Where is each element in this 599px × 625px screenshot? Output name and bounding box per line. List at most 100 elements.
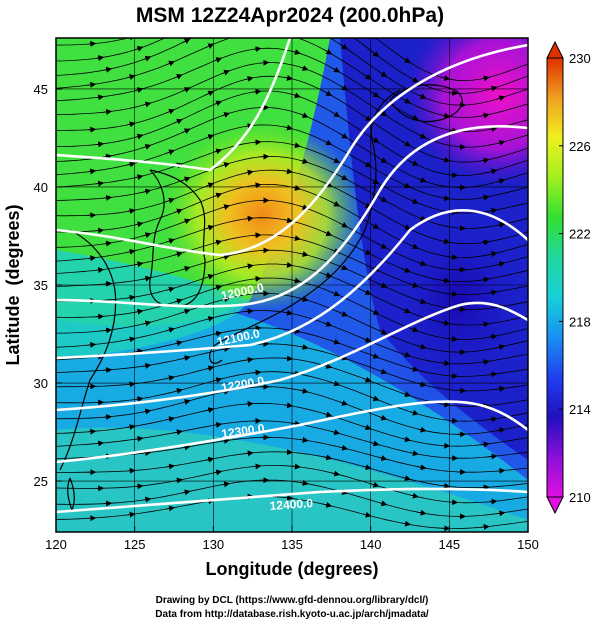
streamline-arrow: [299, 296, 309, 302]
streamline-arrow: [480, 524, 490, 530]
y-tick-label: 35: [34, 278, 48, 293]
streamline-arrow: [401, 57, 411, 64]
streamline-arrow: [370, 50, 380, 58]
streamline-arrow: [323, 230, 333, 236]
chart-title: MSM 12Z24Apr2024 (200.0hPa): [136, 4, 444, 27]
streamline-arrow: [362, 249, 372, 255]
streamline-arrow: [401, 182, 411, 188]
streamline-arrow: [173, 477, 183, 484]
streamline-arrow: [331, 200, 341, 207]
streamline-arrow: [181, 266, 191, 272]
streamline-arrow: [95, 141, 105, 148]
streamline-arrow: [284, 168, 293, 175]
streamline-arrow: [95, 180, 105, 187]
streamline-arrow: [323, 48, 333, 55]
streamline: [56, 436, 528, 473]
streamline-arrow: [409, 282, 419, 288]
streamline-arrow: [409, 326, 419, 333]
streamline-arrow: [252, 463, 262, 470]
streamline-arrow: [221, 296, 231, 303]
streamline-arrow: [417, 177, 427, 183]
streamline-arrow: [213, 148, 223, 155]
streamline-arrow: [488, 333, 498, 340]
streamline-arrow: [221, 254, 231, 260]
streamline: [56, 107, 528, 188]
streamline-arrow: [181, 444, 191, 451]
streamline-arrow: [260, 59, 270, 66]
streamline-arrow: [126, 381, 136, 388]
streamline-arrow: [205, 456, 215, 463]
streamline-arrow: [409, 366, 419, 372]
streamline-arrow: [252, 275, 262, 282]
streamline-arrow: [378, 70, 388, 78]
colorbar-tick-label: 214: [569, 402, 591, 417]
x-tick-label: 150: [517, 537, 539, 552]
streamline-arrow: [496, 344, 506, 351]
streamline-arrow: [417, 133, 427, 139]
streamline: [56, 200, 528, 271]
x-tick-label: 140: [360, 537, 382, 552]
magenta-core: [405, 38, 528, 185]
streamline-arrow: [95, 55, 105, 62]
streamline-arrow: [103, 66, 113, 73]
height-contour-12000: [56, 43, 528, 257]
streamline-arrow: [95, 267, 105, 274]
streamline-arrow: [409, 198, 419, 204]
streamline-arrow: [338, 84, 348, 91]
y-tick-label: 45: [34, 82, 48, 97]
streamline-arrow: [323, 411, 333, 418]
streamline-arrow: [134, 46, 144, 52]
streamline-arrow: [457, 225, 467, 232]
streamline-arrow: [205, 225, 215, 231]
streamline-arrow: [441, 156, 451, 163]
streamline-arrow: [323, 454, 333, 461]
streamline-arrow: [87, 515, 97, 522]
streamline-arrow: [378, 455, 388, 461]
streamline-arrow: [488, 371, 498, 378]
streamline-arrow: [205, 274, 215, 280]
streamline-arrow: [362, 464, 372, 471]
streamline-arrow: [87, 428, 97, 435]
streamline-arrow: [252, 46, 262, 53]
streamline-arrow: [134, 435, 144, 442]
streamline-arrow: [449, 89, 459, 96]
streamline-arrow: [142, 275, 152, 282]
streamline-arrow: [449, 291, 459, 298]
streamline-arrow: [480, 75, 490, 82]
streamline-arrow: [244, 75, 254, 82]
streamline-arrow: [103, 153, 113, 160]
streamline-arrow: [480, 157, 490, 164]
streamline-arrow: [134, 221, 144, 228]
streamline-arrow: [441, 238, 451, 245]
streamline-arrow: [339, 400, 349, 406]
streamline-arrow: [409, 76, 419, 83]
colorbar-tick-label: 210: [569, 490, 591, 505]
streamline-arrow: [401, 140, 411, 147]
colorbar-tick-label: 226: [569, 139, 591, 154]
streamline-arrow: [401, 307, 411, 314]
streamline-arrow: [323, 139, 333, 146]
streamline: [56, 479, 528, 517]
streamline-arrow: [142, 449, 152, 456]
streamline-arrow: [134, 261, 144, 268]
streamline-arrow: [480, 321, 490, 328]
streamline-arrow: [441, 401, 451, 408]
streamline-arrow: [480, 276, 490, 283]
streamline-arrow: [181, 399, 191, 405]
streamline-arrow: [284, 124, 293, 131]
streamline-arrow: [331, 157, 341, 163]
streamline-arrow: [134, 87, 144, 93]
streamline-arrow: [87, 255, 97, 262]
streamline-arrow: [213, 100, 223, 107]
streamline-arrow: [323, 272, 333, 278]
streamline-arrow: [496, 178, 506, 185]
streamline-arrow: [291, 184, 301, 191]
streamline-arrow: [244, 400, 254, 407]
streamline-arrow: [339, 444, 349, 451]
streamline-arrow: [205, 182, 215, 189]
streamline-arrow: [252, 369, 262, 376]
streamline-arrow: [245, 33, 253, 34]
streamline-arrow: [362, 115, 372, 122]
x-tick-label: 120: [45, 537, 67, 552]
